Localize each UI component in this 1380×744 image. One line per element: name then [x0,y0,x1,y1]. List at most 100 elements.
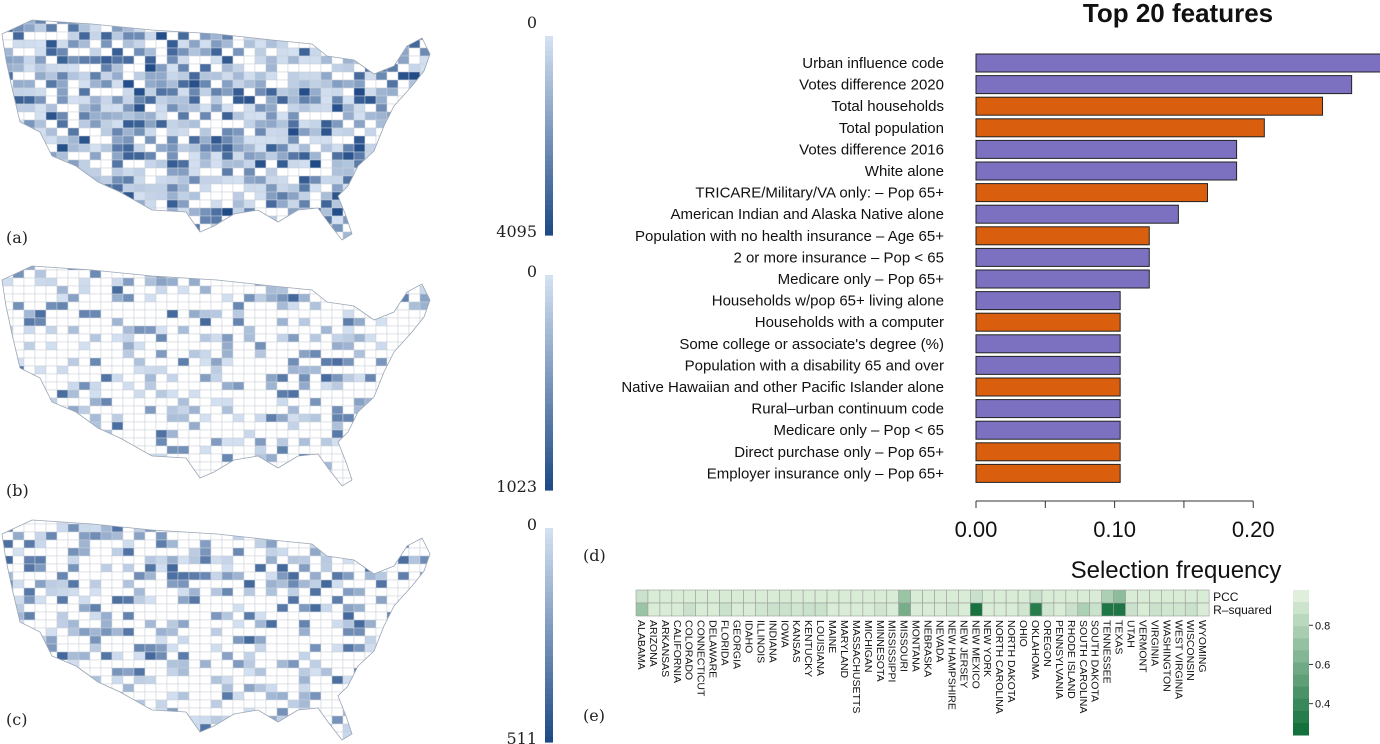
county-cell [287,143,300,153]
county-cell [23,421,36,431]
county-cell [155,627,168,637]
county-cell [375,603,388,613]
county-cell [34,55,47,65]
county-cell [155,715,168,725]
county-cell [320,595,333,605]
county-cell [309,659,322,669]
county-cell [397,603,410,613]
county-cell [287,111,300,121]
county-cell [232,373,245,383]
county-cell [210,603,223,613]
colorbar-step [545,85,553,92]
county-cell [23,381,36,391]
county-cell [254,563,267,573]
heatmap-cell [898,589,911,604]
county-cell [353,485,366,486]
county-cell [188,563,201,573]
county-cell [12,683,25,693]
county-cell [276,397,289,407]
county-cell [34,231,47,240]
county-cell [331,341,344,351]
county-cell [419,539,430,549]
county-cell [243,20,256,25]
county-cell [375,333,388,343]
county-cell [89,183,102,193]
county-cell [34,397,47,407]
county-cell [34,293,47,303]
county-cell [243,619,256,629]
county-cell [309,365,322,375]
county-cell [100,87,113,97]
county-cell [199,63,212,73]
county-cell [243,341,256,351]
county-cell [221,731,234,740]
county-cell [386,23,399,33]
colorbar-max-label: 1023 [496,477,537,496]
county-cell [353,135,366,145]
county-cell [397,531,410,541]
county-cell [144,373,157,383]
county-cell [254,477,267,486]
county-cell [56,285,69,295]
county-cell [221,167,234,177]
county-cell [122,445,135,455]
county-cell [287,103,300,113]
county-cell [210,349,223,359]
county-cell [166,151,179,161]
county-cell [2,619,14,629]
county-cell [89,63,102,73]
county-cell [320,266,333,271]
county-cell [221,95,234,105]
county-cell [89,739,102,740]
county-cell [23,659,36,669]
county-cell [408,151,421,161]
county-cell [243,699,256,709]
county-cell [364,199,377,209]
county-cell [320,365,333,375]
county-cell [397,675,410,685]
heatmap-cell [671,589,685,604]
county-cell [133,739,146,740]
county-cell [177,71,190,81]
county-cell [221,47,234,57]
county-cell [133,595,146,605]
county-cell [210,397,223,407]
county-cell [331,79,344,89]
county-cell [331,469,344,479]
county-cell [122,215,135,225]
county-cell [298,215,311,225]
county-cell [23,611,36,621]
county-cell [353,397,366,407]
county-cell [177,215,190,225]
county-cell [320,520,333,525]
county-cell [155,183,168,193]
county-cell [45,103,58,113]
heat-colorbar-step [1293,614,1309,627]
county-cell [342,563,355,573]
county-cell [188,119,201,129]
county-cell [45,635,58,645]
county-cell [254,199,267,209]
county-cell [34,111,47,121]
county-cell [331,739,344,740]
county-cell [23,301,36,311]
county-cell [364,215,377,225]
county-cell [199,691,212,701]
bar [975,291,1121,311]
county-cell [155,231,168,240]
county-cell [397,199,410,209]
county-cell [431,462,442,470]
county-cell [210,341,223,351]
county-cell [243,365,256,375]
county-cell [265,365,278,375]
county-cell [155,373,168,383]
county-cell [34,23,47,33]
county-cell [177,445,190,455]
county-cell [320,285,333,295]
county-cell [265,453,278,463]
county-cell [276,79,289,89]
county-cell [353,199,366,209]
county-cell [431,112,442,120]
county-cell [133,603,146,613]
county-cell [34,691,47,701]
